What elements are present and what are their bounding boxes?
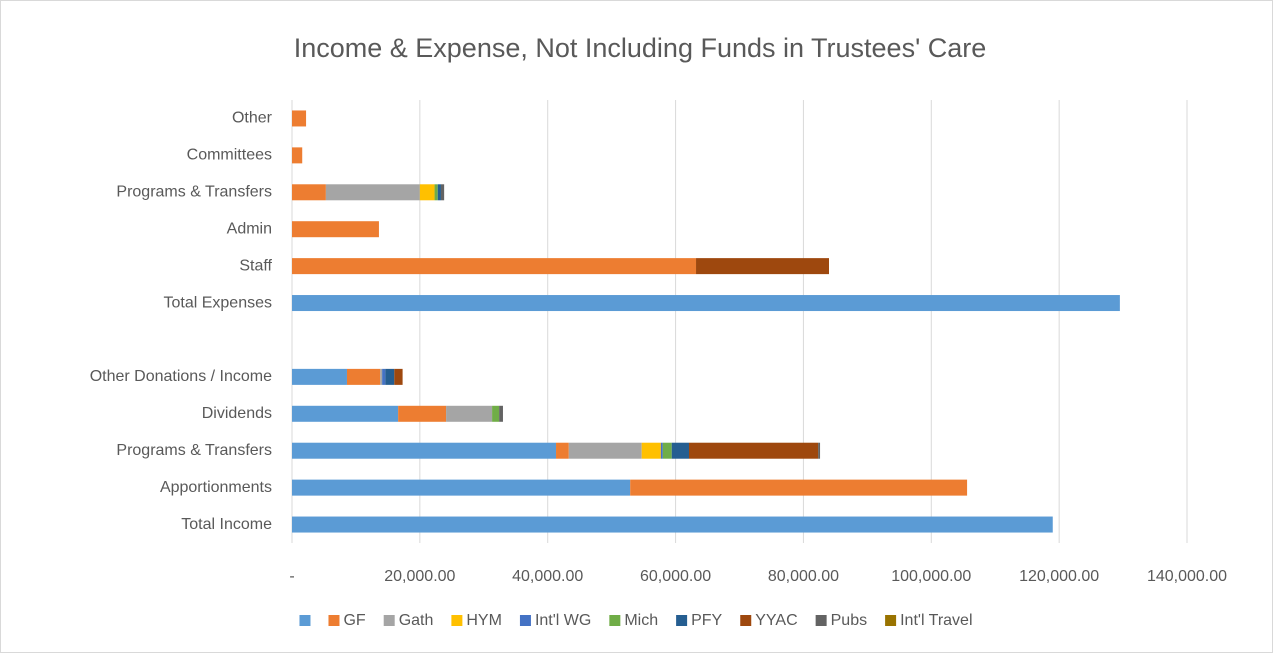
y-tick-label: Other Donations / Income xyxy=(90,368,272,385)
legend-label: PFY xyxy=(691,612,722,629)
bar-segment xyxy=(818,442,821,459)
x-tick-label: 120,000.00 xyxy=(1019,568,1099,585)
bar-segment xyxy=(641,442,661,459)
legend-swatch xyxy=(451,615,463,626)
y-tick-label: Apportionments xyxy=(160,479,272,496)
y-tick-label: Admin xyxy=(227,220,272,237)
bar-segment xyxy=(630,479,968,496)
bar-segment xyxy=(292,295,1120,312)
legend-swatch xyxy=(609,615,621,626)
legend-label: Int'l Travel xyxy=(900,612,972,629)
x-tick-label: 80,000.00 xyxy=(768,568,839,585)
legend-label: Mich xyxy=(624,612,658,629)
bar-segment xyxy=(292,258,697,275)
x-tick-label: 60,000.00 xyxy=(640,568,711,585)
bar-segment xyxy=(568,442,642,459)
bar-segment xyxy=(292,479,631,496)
bar-segment xyxy=(434,184,438,201)
bar-segment xyxy=(380,368,383,385)
legend-swatch xyxy=(299,615,311,626)
legend-label: GF xyxy=(343,612,365,629)
bar-segment xyxy=(382,368,386,385)
x-tick-label: - xyxy=(289,568,294,585)
chart-title: Income & Expense, Not Including Funds in… xyxy=(294,33,987,63)
legend-swatch xyxy=(885,615,897,626)
bar-segment xyxy=(292,147,303,164)
x-tick-label: 40,000.00 xyxy=(512,568,583,585)
y-tick-label: Programs & Transfers xyxy=(116,184,272,201)
bar-segment xyxy=(292,442,557,459)
legend-label: Int'l WG xyxy=(535,612,591,629)
bar-segment xyxy=(292,368,347,385)
bar-segment xyxy=(292,110,307,127)
legend-label: YYAC xyxy=(755,612,797,629)
bar-segment xyxy=(394,368,403,385)
bar-segment xyxy=(346,368,381,385)
legend-swatch xyxy=(815,615,827,626)
y-tick-label: Total Income xyxy=(181,516,272,533)
bar-segment xyxy=(292,516,1053,533)
bar-segment xyxy=(556,442,569,459)
bar-segment xyxy=(292,405,399,422)
y-tick-label: Programs & Transfers xyxy=(116,442,272,459)
legend-label: Gath xyxy=(399,612,434,629)
legend-swatch xyxy=(383,615,395,626)
x-tick-label: 140,000.00 xyxy=(1147,568,1227,585)
y-tick-label: Committees xyxy=(187,147,272,164)
bar-segment xyxy=(398,405,447,422)
legend-swatch xyxy=(328,615,340,626)
bar-segment xyxy=(492,405,500,422)
legend-swatch xyxy=(740,615,752,626)
bar-segment xyxy=(325,184,420,201)
bar-segment xyxy=(671,442,689,459)
legend-swatch xyxy=(519,615,531,626)
legend-swatch xyxy=(676,615,688,626)
bar-segment xyxy=(662,442,672,459)
bar-segment xyxy=(688,442,819,459)
bar-segment xyxy=(437,184,441,201)
x-tick-label: 20,000.00 xyxy=(384,568,455,585)
bar-segment xyxy=(385,368,395,385)
bar-segment xyxy=(446,405,493,422)
legend-label: HYM xyxy=(466,612,502,629)
y-tick-label: Other xyxy=(232,110,273,127)
y-tick-label: Dividends xyxy=(202,405,272,422)
y-tick-label: Total Expenses xyxy=(163,294,272,311)
bar-segment xyxy=(696,258,829,275)
legend-label: Pubs xyxy=(831,612,867,629)
y-tick-label: Staff xyxy=(239,257,272,274)
bar-segment xyxy=(660,442,663,459)
x-tick-label: 100,000.00 xyxy=(891,568,971,585)
bar-segment xyxy=(499,405,503,422)
bar-segment xyxy=(292,221,379,238)
bar-segment xyxy=(419,184,435,201)
bar-segment xyxy=(292,184,326,201)
bar-segment xyxy=(440,184,445,201)
